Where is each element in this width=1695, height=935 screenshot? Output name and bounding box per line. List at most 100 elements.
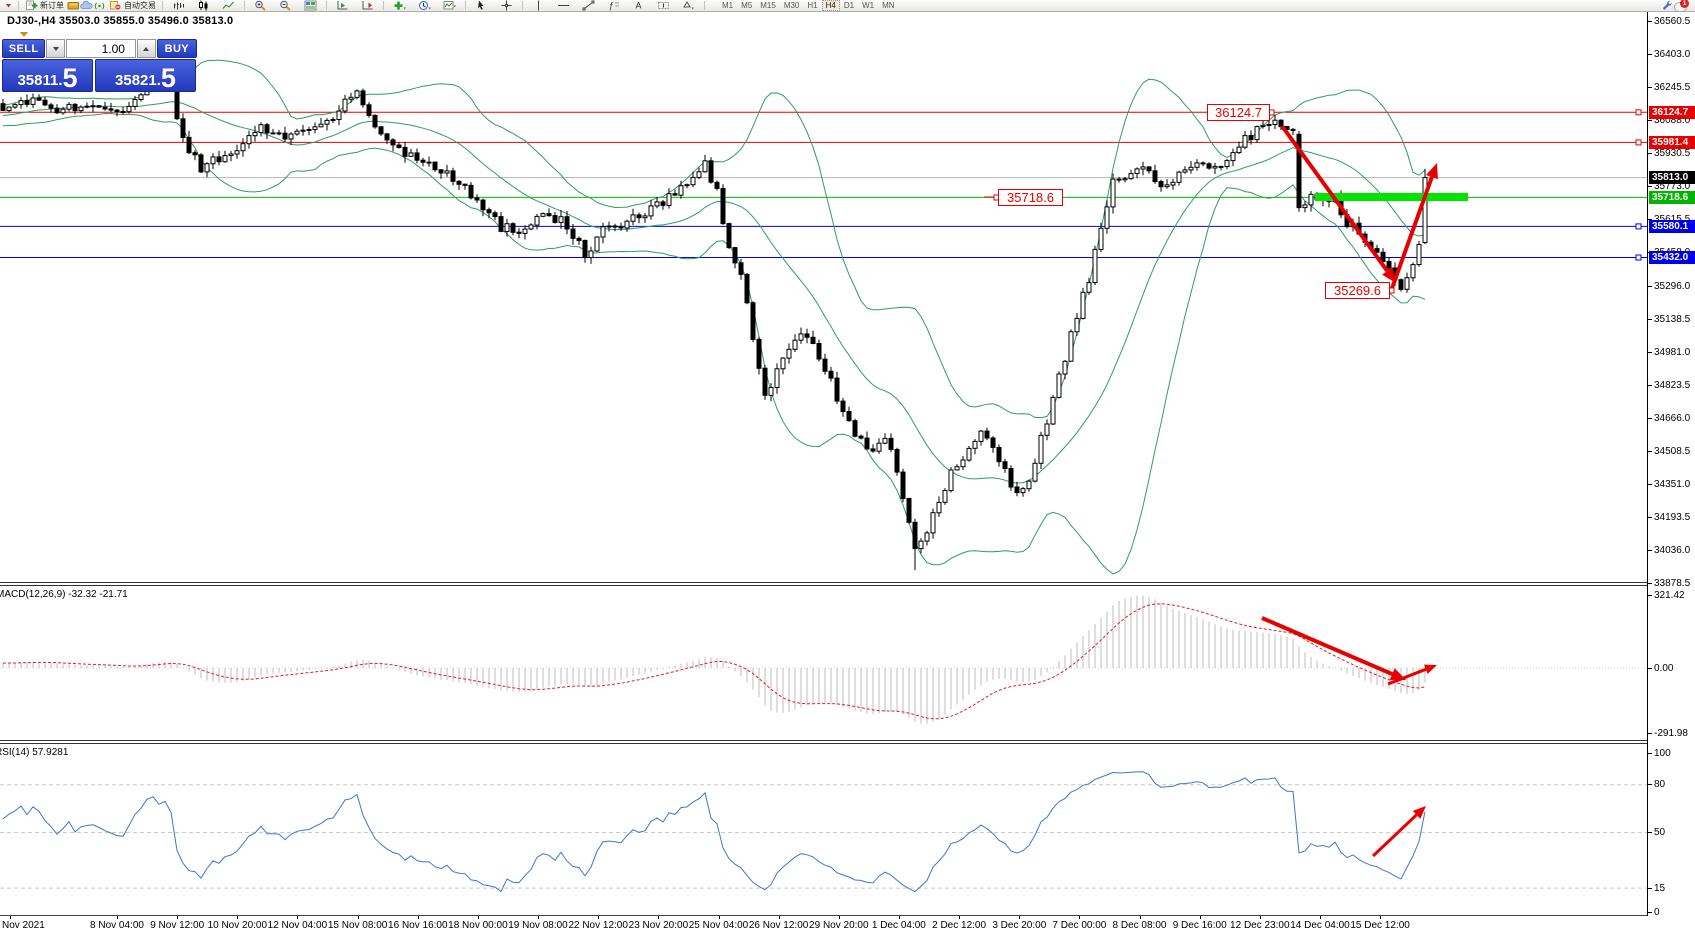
panel-collapse-icon[interactable] — [20, 32, 28, 37]
notifications-icon[interactable]: 1 — [1674, 0, 1689, 12]
zoom-in-icon[interactable] — [254, 0, 267, 11]
time-label: 23 Nov 20:00 — [628, 920, 689, 931]
line-chart-icon[interactable] — [222, 0, 235, 11]
axis-tick: 36088.0 — [1648, 114, 1690, 126]
timeframe-bar: M1 M5 M15 M30 H1 H4 D1 W1 MN — [718, 0, 899, 11]
sell-price-big-digit: 5 — [62, 63, 78, 93]
axis-tick: 34508.5 — [1648, 445, 1690, 457]
time-label: 9 Dec 16:00 — [1172, 920, 1227, 931]
green-highlight-bar — [1315, 193, 1468, 201]
axis-tick: 35615.5 — [1648, 213, 1690, 225]
cursor-icon[interactable] — [475, 0, 488, 11]
axis-tick: 35296.0 — [1648, 280, 1690, 292]
volume-increase-button[interactable] — [136, 39, 156, 58]
panel-separator[interactable] — [0, 740, 1695, 744]
auto-scroll-icon[interactable] — [336, 0, 349, 11]
autotrade-button[interactable]: 自动交易 — [106, 0, 159, 11]
buy-price-big-digit: 5 — [160, 63, 176, 93]
axis-tick: 36245.5 — [1648, 81, 1690, 93]
signals-icon[interactable] — [93, 0, 106, 11]
rsi-label: RSI(14) 57.9281 — [0, 747, 69, 758]
candlestick-chart-icon[interactable] — [197, 0, 210, 11]
shapes-icon[interactable] — [682, 0, 695, 11]
cloud-icon[interactable] — [80, 0, 93, 11]
volume-decrease-button[interactable] — [46, 39, 65, 58]
axis-tick: 15 — [1648, 882, 1665, 894]
buy-button[interactable]: BUY — [156, 39, 197, 58]
time-label: 16 Nov 16:00 — [388, 920, 448, 931]
time-label: 18 Nov 00:00 — [448, 920, 508, 931]
chart-title: DJ30-,H4 35503.0 35855.0 35496.0 35813.0 — [7, 15, 234, 27]
timeframe-h1[interactable]: H1 — [807, 1, 818, 10]
new-order-button[interactable]: 新订单 — [22, 0, 67, 11]
buy-price[interactable]: 35821. 5 — [95, 59, 196, 92]
timeframe-m1[interactable]: M1 — [722, 1, 734, 10]
axis-tick: 100 — [1648, 747, 1671, 759]
time-label: 10 Nov 20:00 — [207, 920, 268, 931]
time-label: 1 Dec 04:00 — [871, 920, 926, 931]
price-annotation[interactable]: 35269.6 — [1325, 282, 1390, 299]
timeframe-mn[interactable]: MN — [882, 1, 895, 10]
timeframe-d1[interactable]: D1 — [843, 1, 855, 10]
axis-tick: 34351.0 — [1648, 478, 1690, 490]
toolbar-overflow-icon[interactable] — [2, 0, 15, 11]
time-label: 29 Nov 20:00 — [809, 920, 869, 931]
toolbar-separator — [244, 1, 245, 10]
axis-tick: 35138.5 — [1648, 313, 1690, 325]
text-label-icon[interactable] — [657, 0, 670, 11]
timeframe-h4[interactable]: H4 — [821, 0, 840, 11]
crosshair-icon[interactable] — [500, 0, 513, 11]
time-label: Nov 2021 — [2, 920, 45, 931]
zoom-out-icon[interactable] — [279, 0, 292, 11]
toolbar-separator — [383, 1, 384, 10]
rsi-panel-canvas[interactable] — [0, 744, 1647, 915]
timeframe-w1[interactable]: W1 — [862, 1, 875, 10]
new-order-icon — [25, 0, 38, 11]
toolbar-separator — [522, 1, 523, 10]
price-axis[interactable]: 36560.5 36403.0 36245.5 36088.0 35930.5 35773… — [1647, 12, 1695, 918]
bar-chart-icon[interactable] — [172, 0, 185, 11]
main-chart-canvas[interactable] — [0, 12, 1647, 582]
timeframe-m15[interactable]: M15 — [760, 1, 776, 10]
trend-arrow — [1371, 806, 1426, 858]
timeframe-m5[interactable]: M5 — [741, 1, 753, 10]
time-label: 22 Nov 12:00 — [568, 920, 628, 931]
volume-input[interactable] — [65, 39, 136, 58]
horizontal-line-icon[interactable] — [557, 0, 570, 11]
up-arrow-icon — [143, 46, 150, 51]
price-annotation[interactable]: 36124.7 — [1207, 104, 1270, 121]
toolbar-separator — [18, 1, 19, 10]
trendline-icon[interactable] — [582, 0, 595, 11]
axis-tick: 34036.0 — [1648, 544, 1690, 556]
price-annotation[interactable]: 35718.6 — [998, 189, 1063, 206]
chart-shift-icon[interactable] — [361, 0, 374, 11]
vertical-line-icon[interactable] — [532, 0, 545, 11]
text-tool-icon[interactable]: A — [632, 0, 645, 11]
profiles-icon[interactable] — [67, 0, 80, 11]
periods-icon[interactable] — [418, 0, 431, 11]
timeframe-m30[interactable]: M30 — [783, 1, 800, 10]
toolbar-separator — [465, 1, 466, 10]
buy-price-main: 35821. — [115, 72, 161, 89]
svg-text:A: A — [636, 1, 642, 11]
sell-button[interactable]: SELL — [2, 39, 46, 58]
time-axis[interactable]: Nov 2021 8 Nov 04:00 9 Nov 12:00 10 Nov 20:… — [0, 916, 1695, 935]
tile-windows-icon[interactable] — [304, 0, 317, 11]
templates-icon[interactable] — [443, 0, 456, 11]
axis-tick: 80 — [1648, 779, 1665, 791]
axis-tick: 33878.5 — [1648, 577, 1690, 589]
main-toolbar: 新订单 自动交易 ƒ A M1 M5 M15 — [0, 0, 1695, 12]
axis-tick: 35930.5 — [1648, 147, 1690, 159]
rsi-line — [2, 771, 1426, 893]
sell-price[interactable]: 35811. 5 — [2, 59, 93, 92]
time-label: 26 Nov 12:00 — [748, 920, 809, 931]
fibonacci-icon[interactable]: ƒ — [607, 0, 620, 11]
time-label: 12 Dec 23:00 — [1230, 920, 1290, 931]
new-order-label: 新订单 — [40, 1, 64, 10]
macd-panel-canvas[interactable] — [0, 586, 1647, 740]
axis-tick: -291.98 — [1648, 728, 1688, 740]
wrench-icon[interactable] — [1661, 0, 1674, 11]
panel-separator[interactable] — [0, 582, 1695, 586]
indicators-icon[interactable] — [393, 0, 406, 11]
